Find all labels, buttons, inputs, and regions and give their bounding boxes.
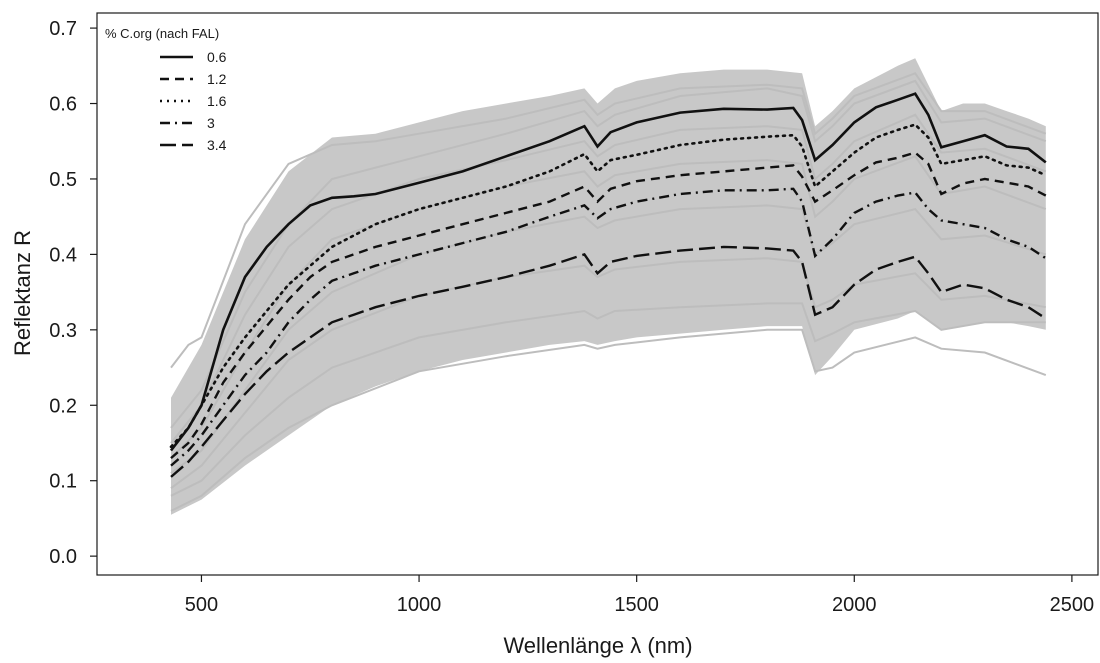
sample-line-5 bbox=[170, 257, 1046, 490]
series-line-1 bbox=[169, 92, 1047, 452]
sample-line-6 bbox=[170, 113, 1047, 444]
series-line-2 bbox=[170, 151, 1047, 460]
legend-label: 3 bbox=[207, 115, 215, 131]
x-tick-label: 2500 bbox=[1050, 594, 1095, 616]
plot-frame bbox=[96, 12, 1099, 576]
sample-line-2 bbox=[170, 328, 1047, 512]
x-tick-label: 2000 bbox=[832, 594, 877, 616]
sample-band bbox=[171, 58, 1046, 515]
legend: % C.org (nach FAL) 0.6 1.2 1.6 3 3.4 bbox=[105, 26, 227, 153]
sample-band-layer bbox=[171, 58, 1046, 515]
x-tick-label: 500 bbox=[185, 594, 218, 616]
y-tick-label: 0.1 bbox=[49, 471, 77, 493]
y-tick-label: 0.0 bbox=[49, 546, 77, 568]
x-axis: 500 1000 1500 2000 2500 bbox=[185, 575, 1094, 616]
x-tick-label: 1000 bbox=[397, 594, 442, 616]
sample-line-7 bbox=[170, 204, 1047, 475]
legend-title: % C.org (nach FAL) bbox=[105, 26, 219, 41]
legend-label: 0.6 bbox=[207, 49, 227, 65]
legend-label: 1.6 bbox=[207, 93, 227, 109]
y-tick-label: 0.5 bbox=[49, 169, 77, 191]
y-tick-label: 0.7 bbox=[49, 18, 77, 40]
sample-line-1 bbox=[170, 72, 1047, 369]
series-line-3 bbox=[169, 123, 1048, 449]
legend-label: 3.4 bbox=[207, 137, 227, 153]
x-axis-title: Wellenlänge λ (nm) bbox=[503, 633, 692, 658]
y-axis: 0.0 0.1 0.2 0.3 0.4 0.5 0.6 0.7 bbox=[49, 18, 97, 568]
legend-label: 1.2 bbox=[207, 71, 227, 87]
x-tick-label: 1500 bbox=[614, 594, 659, 616]
y-tick-label: 0.6 bbox=[49, 94, 77, 116]
series-line-4 bbox=[170, 187, 1047, 467]
y-tick-label: 0.3 bbox=[49, 320, 77, 342]
y-tick-label: 0.2 bbox=[49, 395, 77, 417]
y-tick-label: 0.4 bbox=[49, 244, 77, 266]
y-axis-title: Reflektanz R bbox=[10, 230, 35, 356]
series-line-5 bbox=[170, 245, 1047, 478]
series-lines-layer bbox=[169, 92, 1048, 478]
sample-line-3 bbox=[170, 302, 1046, 497]
